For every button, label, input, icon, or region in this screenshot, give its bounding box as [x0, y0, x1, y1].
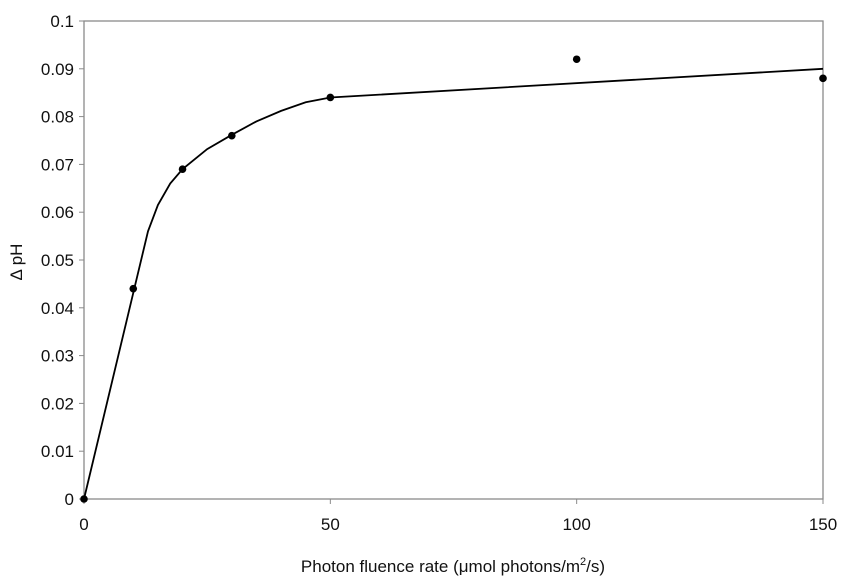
x-tick-label: 100: [562, 515, 590, 534]
data-point: [178, 165, 187, 173]
x-tick-label: 0: [79, 515, 88, 534]
y-tick-label: 0.08: [41, 108, 74, 127]
data-point: [572, 55, 581, 64]
fit-line: [83, 67, 824, 500]
x-tick-label: 150: [809, 515, 837, 534]
y-tick-label: 0.07: [41, 155, 74, 174]
y-tick-label: 0.02: [41, 394, 74, 413]
y-axis-label: Δ pH: [7, 244, 26, 281]
y-tick-label: 0.05: [41, 251, 74, 270]
data-point: [80, 495, 88, 503]
y-tick-label: 0.04: [41, 299, 74, 318]
plot-frame: [83, 20, 824, 500]
y-tick-label: 0.09: [41, 60, 74, 79]
data-point: [326, 93, 335, 102]
y-tick-label: 0.1: [50, 12, 74, 31]
data-point: [819, 74, 827, 83]
y-tick-label: 0.06: [41, 203, 74, 222]
data-point: [129, 284, 138, 293]
data-point: [228, 131, 236, 140]
y-tick-label: 0: [65, 490, 74, 509]
y-tick-label: 0.03: [41, 347, 74, 366]
y-tick-label: 0.01: [41, 442, 74, 461]
x-tick-label: 50: [321, 515, 340, 534]
x-axis-label: Photon fluence rate (μmol photons/m2/s): [301, 556, 605, 576]
